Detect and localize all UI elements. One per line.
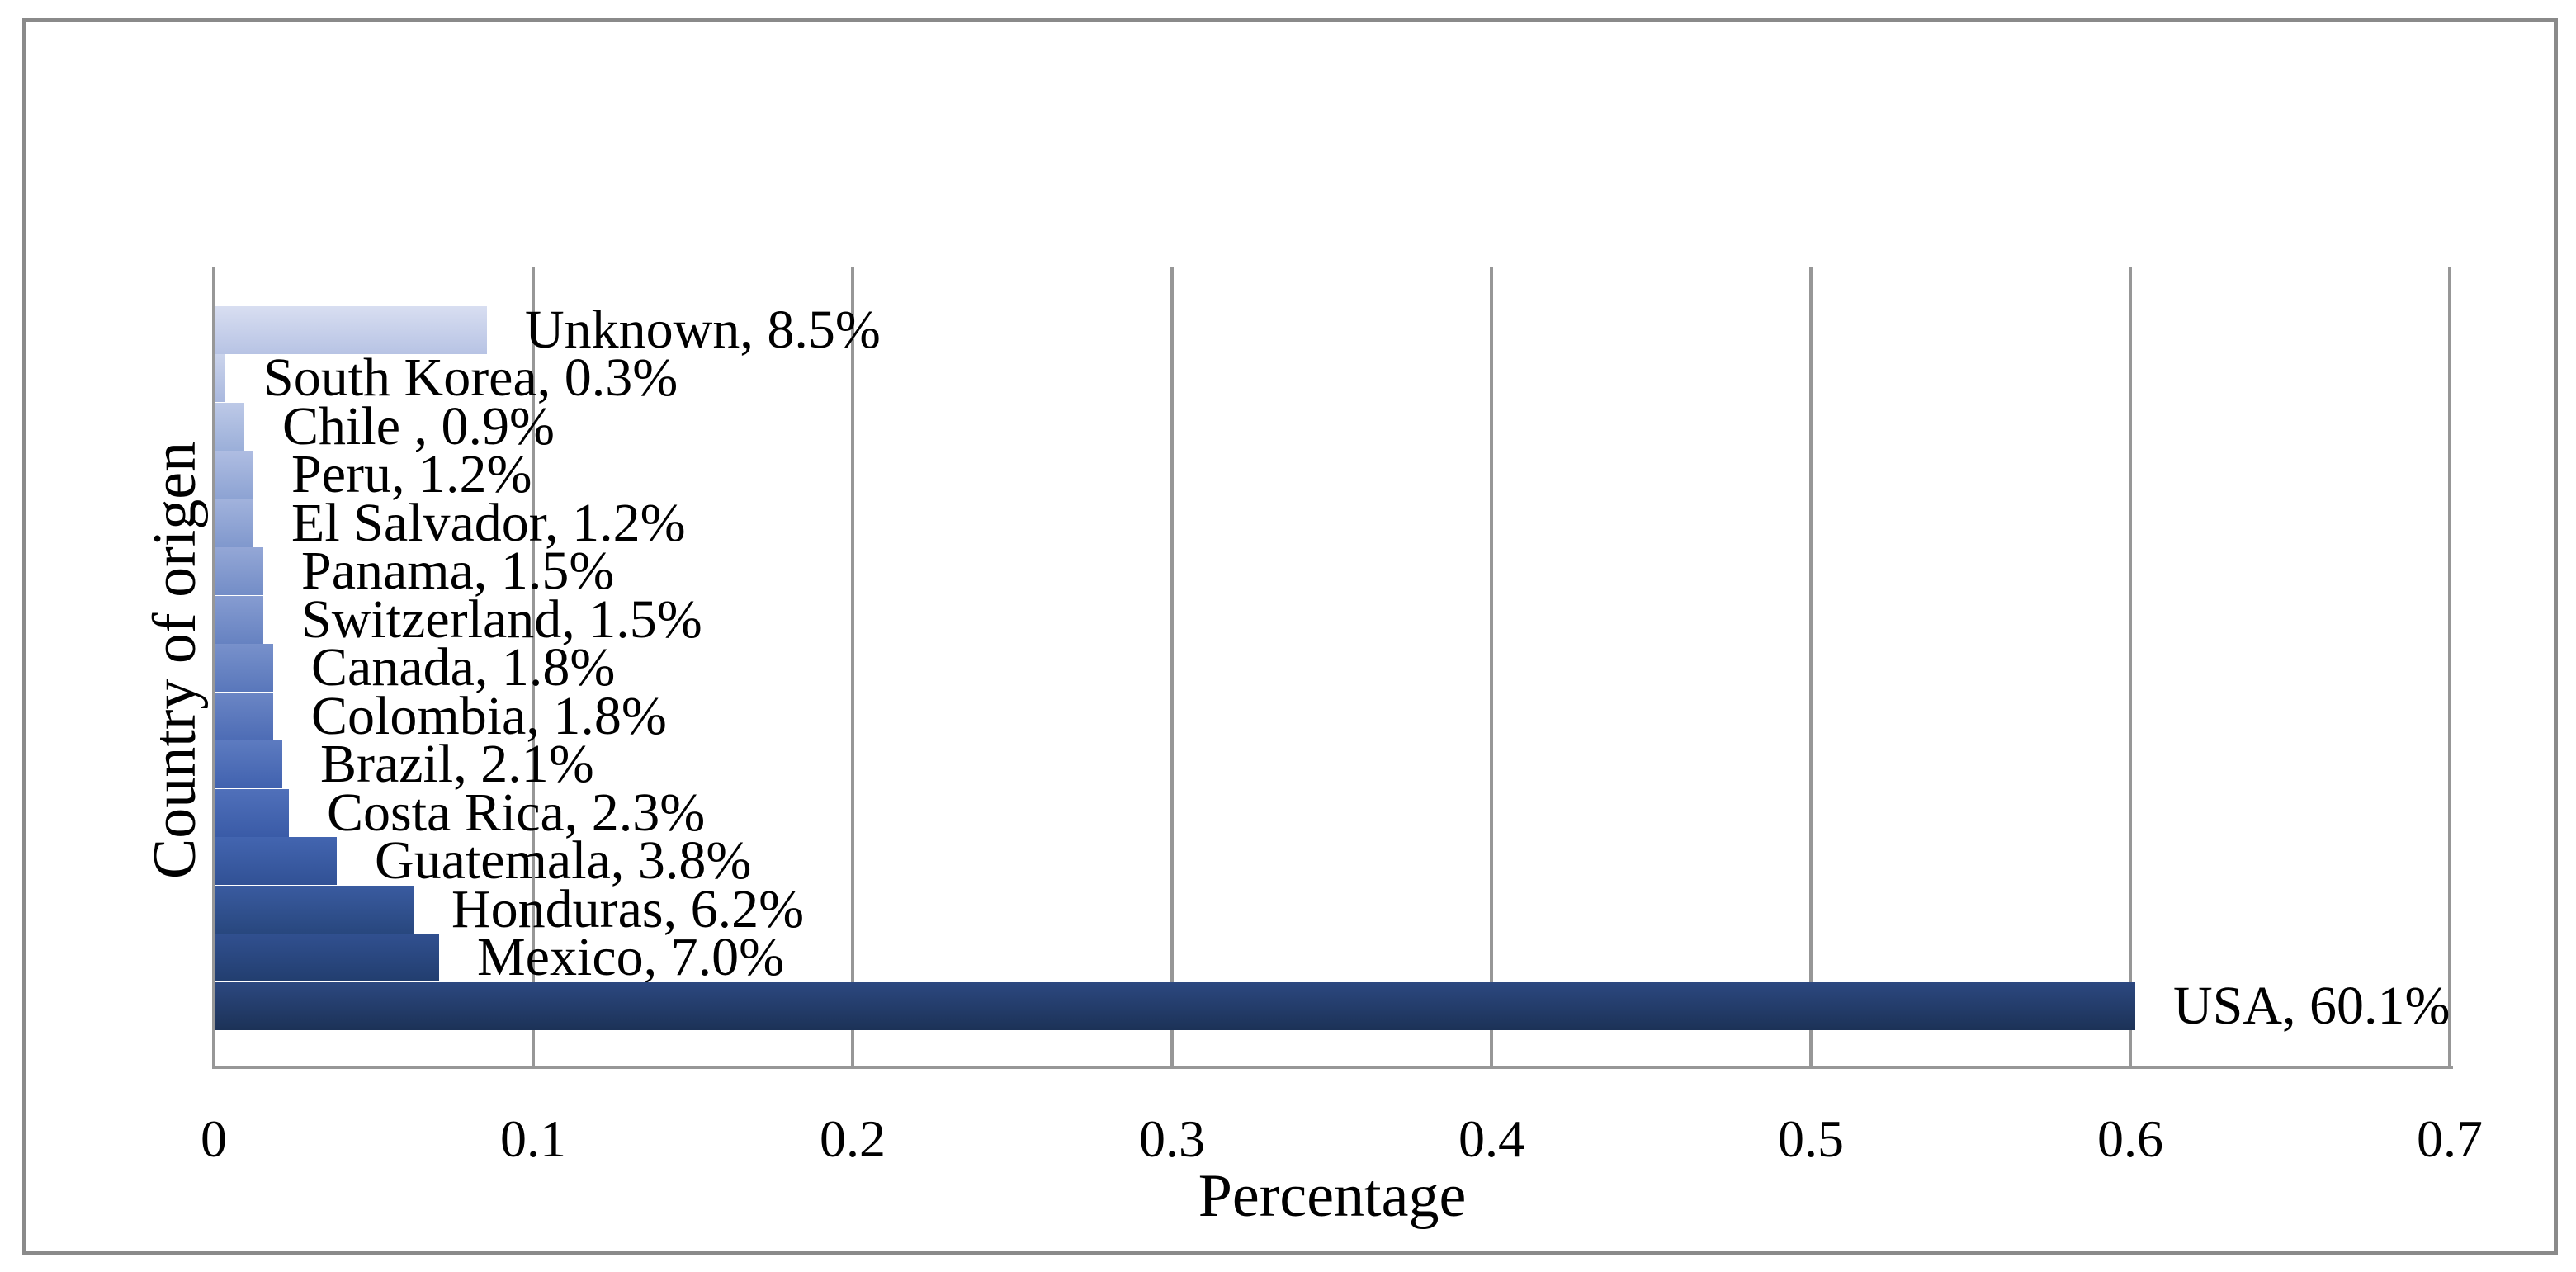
bar-label-panama: Panama, 1.5% [301,541,615,602]
bar-brazil [215,740,282,789]
bar-peru [215,451,253,499]
x-axis-title: Percentage [1198,1162,1467,1230]
gridline-0.5 [1809,267,1813,1066]
bar-label-switzerland: Switzerland, 1.5% [301,589,702,650]
bar-label-south-korea: South Korea, 0.3% [263,348,678,409]
x-tick-0.1: 0.1 [500,1109,566,1168]
y-axis-title: Country of origen [141,441,209,880]
x-tick-0.7: 0.7 [2417,1109,2483,1168]
bar-south-korea [215,354,225,403]
bar-switzerland [215,595,263,644]
gridline-0.3 [1170,267,1174,1066]
gridline-0.2 [851,267,854,1066]
bar-mexico [215,934,439,982]
bar-label-peru: Peru, 1.2% [291,444,532,505]
x-axis-line [212,1066,2453,1069]
x-tick-0: 0 [201,1109,227,1168]
bar-label-mexico: Mexico, 7.0% [477,927,785,988]
gridline-0.4 [1490,267,1493,1066]
bar-chile [215,402,244,451]
bar-label-costa-rica: Costa Rica, 2.3% [327,782,706,843]
bar-label-canada: Canada, 1.8% [311,637,616,698]
bar-el-salvador [215,499,253,547]
bar-label-chile: Chile , 0.9% [282,395,555,456]
bar-costa-rica [215,788,289,837]
bar-panama [215,547,263,596]
bar-label-brazil: Brazil, 2.1% [320,734,594,795]
x-tick-0.6: 0.6 [2097,1109,2163,1168]
bar-colombia [215,692,273,740]
bar-unknown [215,306,487,354]
x-tick-0.4: 0.4 [1458,1109,1524,1168]
gridline-0.1 [532,267,535,1066]
bar-label-colombia: Colombia, 1.8% [311,685,667,746]
y-axis-line [212,267,215,1067]
bar-label-el-salvador: El Salvador, 1.2% [291,492,686,553]
bar-label-guatemala: Guatemala, 3.8% [375,830,752,891]
gridline-0.7 [2448,267,2451,1066]
figure-frame: Unknown, 8.5% South Korea, 0.3% Chile , 0.… [22,18,2558,1255]
bar-usa [215,981,2135,1030]
bar-honduras [215,885,414,934]
bar-guatemala [215,837,337,886]
bar-canada [215,644,273,693]
x-tick-0.5: 0.5 [1778,1109,1844,1168]
x-tick-0.2: 0.2 [820,1109,886,1168]
bar-label-unknown: Unknown, 8.5% [525,300,881,360]
gridline-0.6 [2129,267,2132,1066]
x-tick-0.3: 0.3 [1139,1109,1205,1168]
bar-label-honduras: Honduras, 6.2% [451,878,805,939]
bar-label-usa: USA, 60.1% [2173,975,2451,1036]
